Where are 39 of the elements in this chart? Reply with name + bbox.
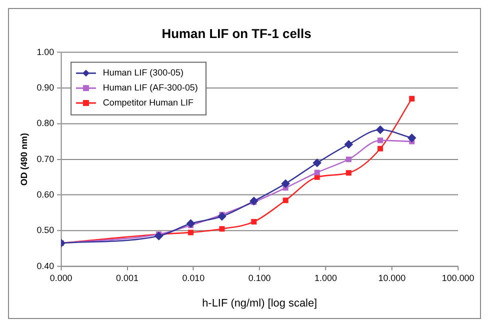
point (186, 219, 195, 228)
point (281, 179, 290, 188)
point (376, 126, 384, 134)
point (346, 170, 352, 176)
x-tick-label: 0.001 (116, 273, 138, 284)
chart-title: Human LIF on TF-1 cells (162, 26, 312, 42)
point (312, 158, 322, 168)
point (314, 170, 320, 176)
legend-label: Human LIF (300-05) (102, 68, 184, 78)
point (218, 212, 226, 221)
point (344, 140, 353, 148)
x-tick-label: 10.000 (378, 273, 406, 284)
point (219, 226, 225, 232)
point (378, 138, 384, 144)
y-tick-label: 0.50 (36, 225, 54, 236)
y-tick-label: 0.90 (36, 82, 54, 92)
y-tick-label: 0.70 (36, 154, 54, 164)
x-axis-title: h-LIF (ng/ml) [log scale] (202, 298, 318, 310)
legend-label: Competitor Human LIF (102, 97, 194, 108)
point (378, 146, 384, 152)
legend-label: Human LIF (AF-300-05) (102, 82, 198, 93)
y-tick-label: 0.40 (36, 260, 54, 271)
point (346, 156, 352, 162)
x-tick-label: 0.000 (50, 273, 72, 284)
y-tick-label: 0.80 (36, 118, 54, 128)
y-axis-title: OD (490 nm) (18, 133, 29, 186)
x-tick-label: 100.000 (442, 273, 474, 284)
x-tick-label: 1.000 (314, 273, 337, 284)
point (409, 96, 415, 102)
y-tick-label: 1.00 (36, 46, 54, 57)
point (250, 196, 258, 206)
point (408, 134, 416, 142)
x-tick-label: 0.010 (182, 273, 205, 284)
point (282, 198, 288, 204)
point (251, 218, 257, 225)
point (154, 232, 163, 240)
y-tick-label: 0.60 (36, 189, 54, 200)
point (188, 230, 194, 236)
x-tick-label: 0.100 (248, 273, 271, 284)
